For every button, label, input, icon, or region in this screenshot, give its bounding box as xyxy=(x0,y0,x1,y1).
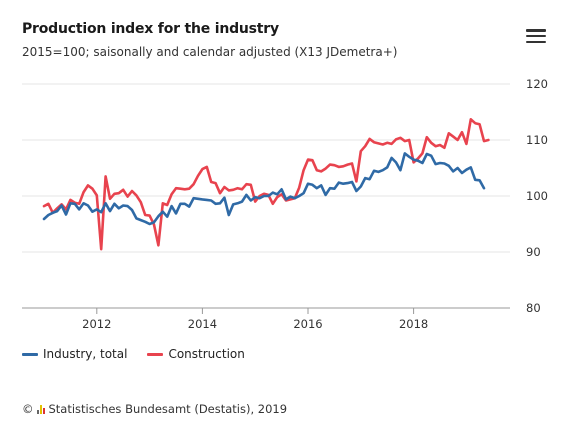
copyright-symbol: © xyxy=(22,402,34,416)
series-lines xyxy=(42,118,490,251)
x-tick-label-2016: 2016 xyxy=(293,317,322,331)
axis-labels: 80 90 100 110 120 2012 2014 2016 2018 xyxy=(82,77,548,331)
y-tick-label-100: 100 xyxy=(526,189,548,203)
destatis-logo-icon xyxy=(36,404,45,414)
legend: Industry, total Construction xyxy=(22,347,245,361)
legend-label-construction: Construction xyxy=(168,347,245,361)
legend-label-industry: Industry, total xyxy=(43,347,128,361)
legend-item-construction[interactable]: Construction xyxy=(147,347,245,361)
y-tick-label-90: 90 xyxy=(526,245,541,259)
legend-swatch-construction xyxy=(147,352,164,356)
x-tick-label-2012: 2012 xyxy=(82,317,111,331)
credits-text: Statistisches Bundesamt (Destatis), 2019 xyxy=(48,402,288,416)
series-line-construction[interactable] xyxy=(42,118,490,251)
x-tick-label-2014: 2014 xyxy=(188,317,217,331)
hamburger-menu-icon[interactable] xyxy=(526,29,546,45)
chart-title: Production index for the industry xyxy=(22,21,279,37)
legend-swatch-industry xyxy=(22,352,38,356)
credits: © Statistisches Bundesamt (Destatis), 20… xyxy=(22,402,287,416)
y-tick-label-110: 110 xyxy=(526,133,548,147)
x-axis-ticks xyxy=(96,308,415,314)
chart-subtitle: 2015=100; saisonally and calendar adjust… xyxy=(22,45,398,59)
series-line-industry[interactable] xyxy=(42,152,486,226)
x-tick-label-2018: 2018 xyxy=(399,317,428,331)
y-tick-label-80: 80 xyxy=(526,301,541,315)
y-tick-label-120: 120 xyxy=(526,77,548,91)
legend-item-industry[interactable]: Industry, total xyxy=(22,347,127,361)
